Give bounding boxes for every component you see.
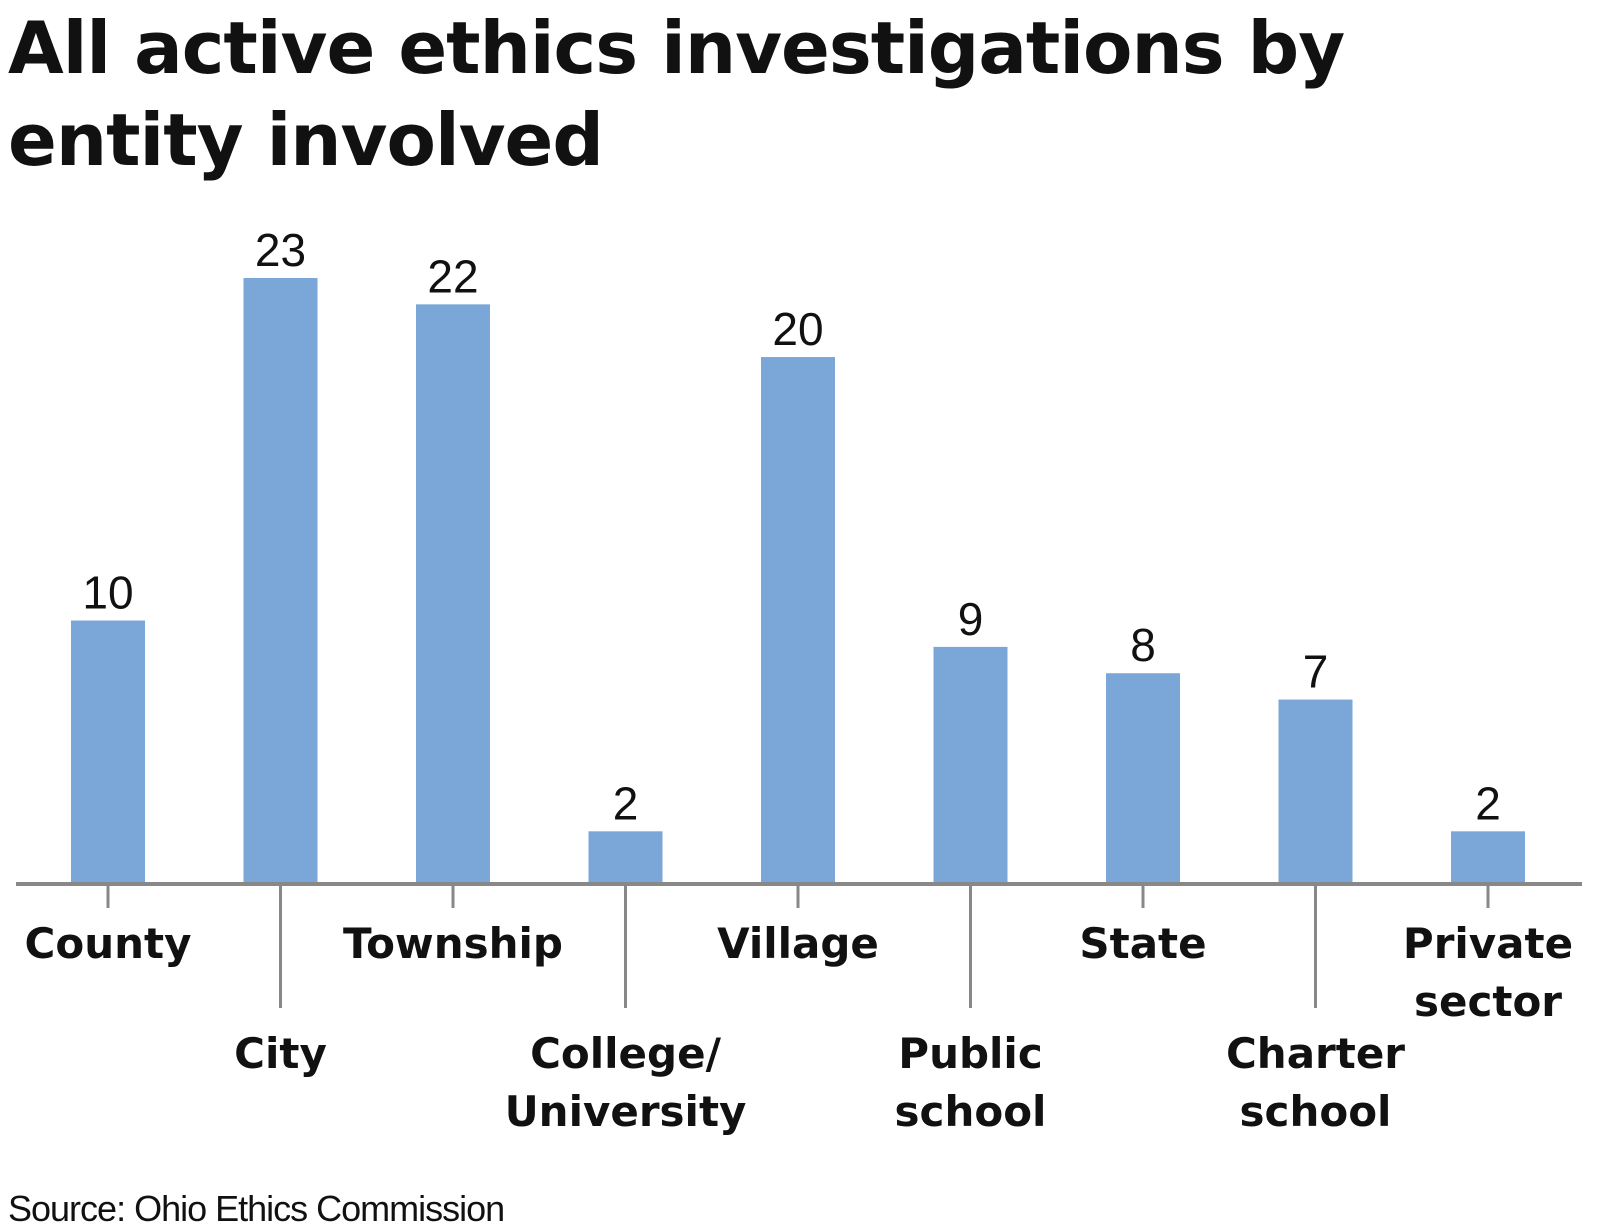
data-label: 2 (613, 777, 639, 829)
data-label: 22 (427, 250, 478, 302)
bar (71, 620, 145, 884)
data-label: 8 (1130, 619, 1156, 671)
category-label: County (25, 919, 192, 968)
category-label: sector (1414, 977, 1562, 1026)
data-label: 10 (82, 567, 133, 619)
bar (761, 357, 835, 885)
category-label: Private (1403, 919, 1573, 968)
category-label: school (895, 1087, 1047, 1136)
bar-chart: 10 County 23 City 22 Township 2 College/Univers… (16, 224, 1582, 1136)
source-note: Source: Ohio Ethics Commission (8, 1188, 505, 1229)
category-label: University (505, 1087, 747, 1136)
bar (933, 646, 1008, 884)
category-label: school (1240, 1087, 1392, 1136)
category-label: State (1079, 919, 1206, 968)
bar (1106, 673, 1180, 884)
data-label: 23 (255, 224, 306, 276)
bar (243, 278, 318, 884)
chart-title: All active ethics investigations by enti… (8, 6, 1345, 182)
category-label: College/ (530, 1029, 722, 1078)
category-label: Public (898, 1029, 1042, 1078)
data-label: 9 (958, 593, 984, 645)
category-label: Village (717, 919, 879, 968)
bar (588, 831, 663, 884)
data-label: 2 (1475, 777, 1501, 829)
bar (416, 304, 490, 884)
data-label: 7 (1303, 646, 1329, 698)
category-label: Charter (1226, 1029, 1405, 1078)
category-label: Township (343, 919, 563, 968)
bar (1451, 831, 1525, 884)
data-label: 20 (772, 303, 823, 355)
category-label: City (234, 1029, 327, 1078)
bar (1278, 699, 1353, 884)
